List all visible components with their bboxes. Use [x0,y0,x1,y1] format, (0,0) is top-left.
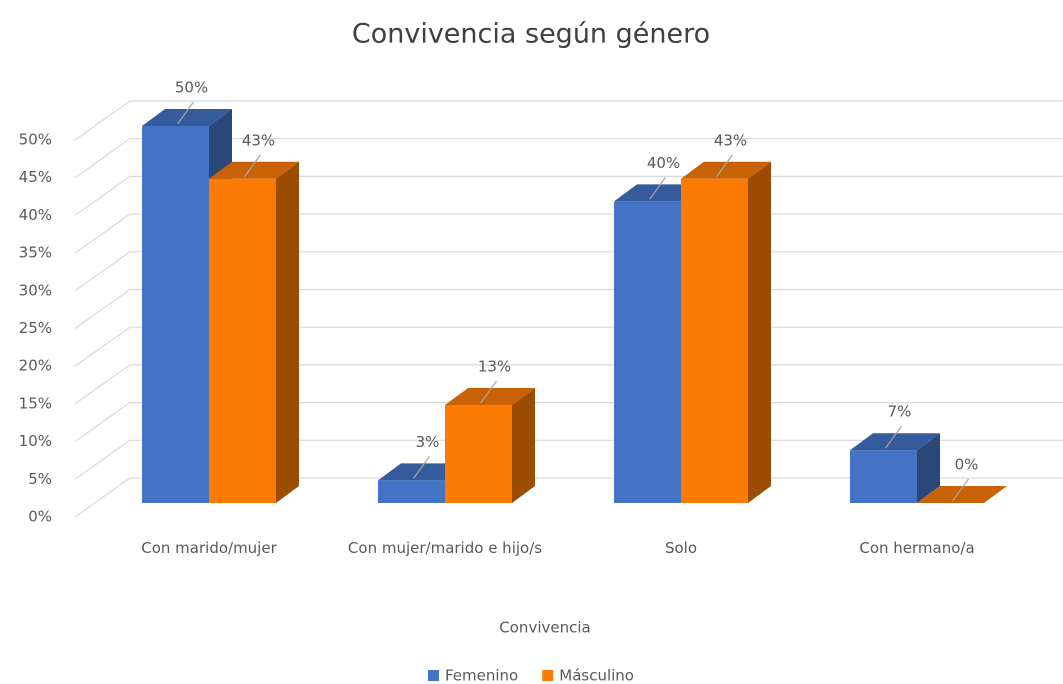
bar [445,387,535,503]
legend-swatch [428,670,439,681]
bar-front [445,404,512,503]
x-tick-label: Con marido/mujer [141,539,277,557]
leader-line [952,478,969,502]
data-label: 43% [242,131,275,149]
bar-front [378,480,445,503]
y-tick-label: 0% [28,508,52,526]
bar-top [445,387,535,405]
bar-side [917,433,940,503]
bar-top [681,161,771,179]
grid-line [74,100,1063,141]
bar-front [850,450,917,503]
y-tick-label: 10% [19,432,52,450]
y-tick-label: 40% [19,206,52,224]
bar [917,486,1007,503]
x-tick-label-box: Solo [664,539,698,557]
x-tick-label-box: Con marido/mujer [141,539,277,557]
y-tick-label: 50% [19,131,52,149]
data-label: 13% [478,357,511,375]
bar-side [748,161,771,503]
data-label: 43% [714,131,747,149]
leader-line [413,456,430,479]
chart-title: Convivencia según género [352,19,710,50]
bar-top [850,433,940,451]
legend-swatch [542,670,554,681]
bar-side [512,387,535,503]
data-label: 50% [175,79,208,97]
x-tick-label-box: Con hermano/a [859,539,975,557]
bar [209,161,299,503]
bar-front [209,178,276,503]
x-tick-label: Con hermano/a [859,539,975,557]
bar [850,433,940,503]
bar-front [142,126,209,503]
legend-label: Másculino [559,667,634,684]
bar [681,161,771,503]
data-label: 0% [955,456,979,474]
bar-front [614,201,681,503]
bar-top [209,161,299,179]
x-tick-label: Con mujer/marido e hijo/s [347,539,543,557]
x-tick-label: Solo [664,539,698,557]
data-label: 40% [647,154,680,172]
bar-top [142,109,232,126]
leader-line [649,177,666,200]
leader-line [244,154,261,178]
x-tick-label-box: Con mujer/marido e hijo/s [347,539,543,557]
data-label: 7% [888,403,912,421]
leader-line [716,154,733,178]
y-tick-label: 5% [28,470,52,488]
bar-front [681,178,748,503]
bar-side [276,161,299,503]
bar-top [917,486,1007,503]
y-tick-label: 15% [19,394,52,412]
y-tick-label: 20% [19,357,52,375]
grid-line [74,138,1063,179]
x-axis-title: Convivencia [499,619,590,637]
y-tick-label: 45% [19,168,52,186]
legend-label: Femenino [445,667,518,684]
leader-line [480,380,497,404]
data-label: 3% [416,433,440,451]
y-tick-label: 30% [19,281,52,299]
y-tick-label: 25% [19,319,52,337]
y-tick-label: 35% [19,244,52,262]
leader-line [885,425,902,449]
leader-line [177,101,194,125]
